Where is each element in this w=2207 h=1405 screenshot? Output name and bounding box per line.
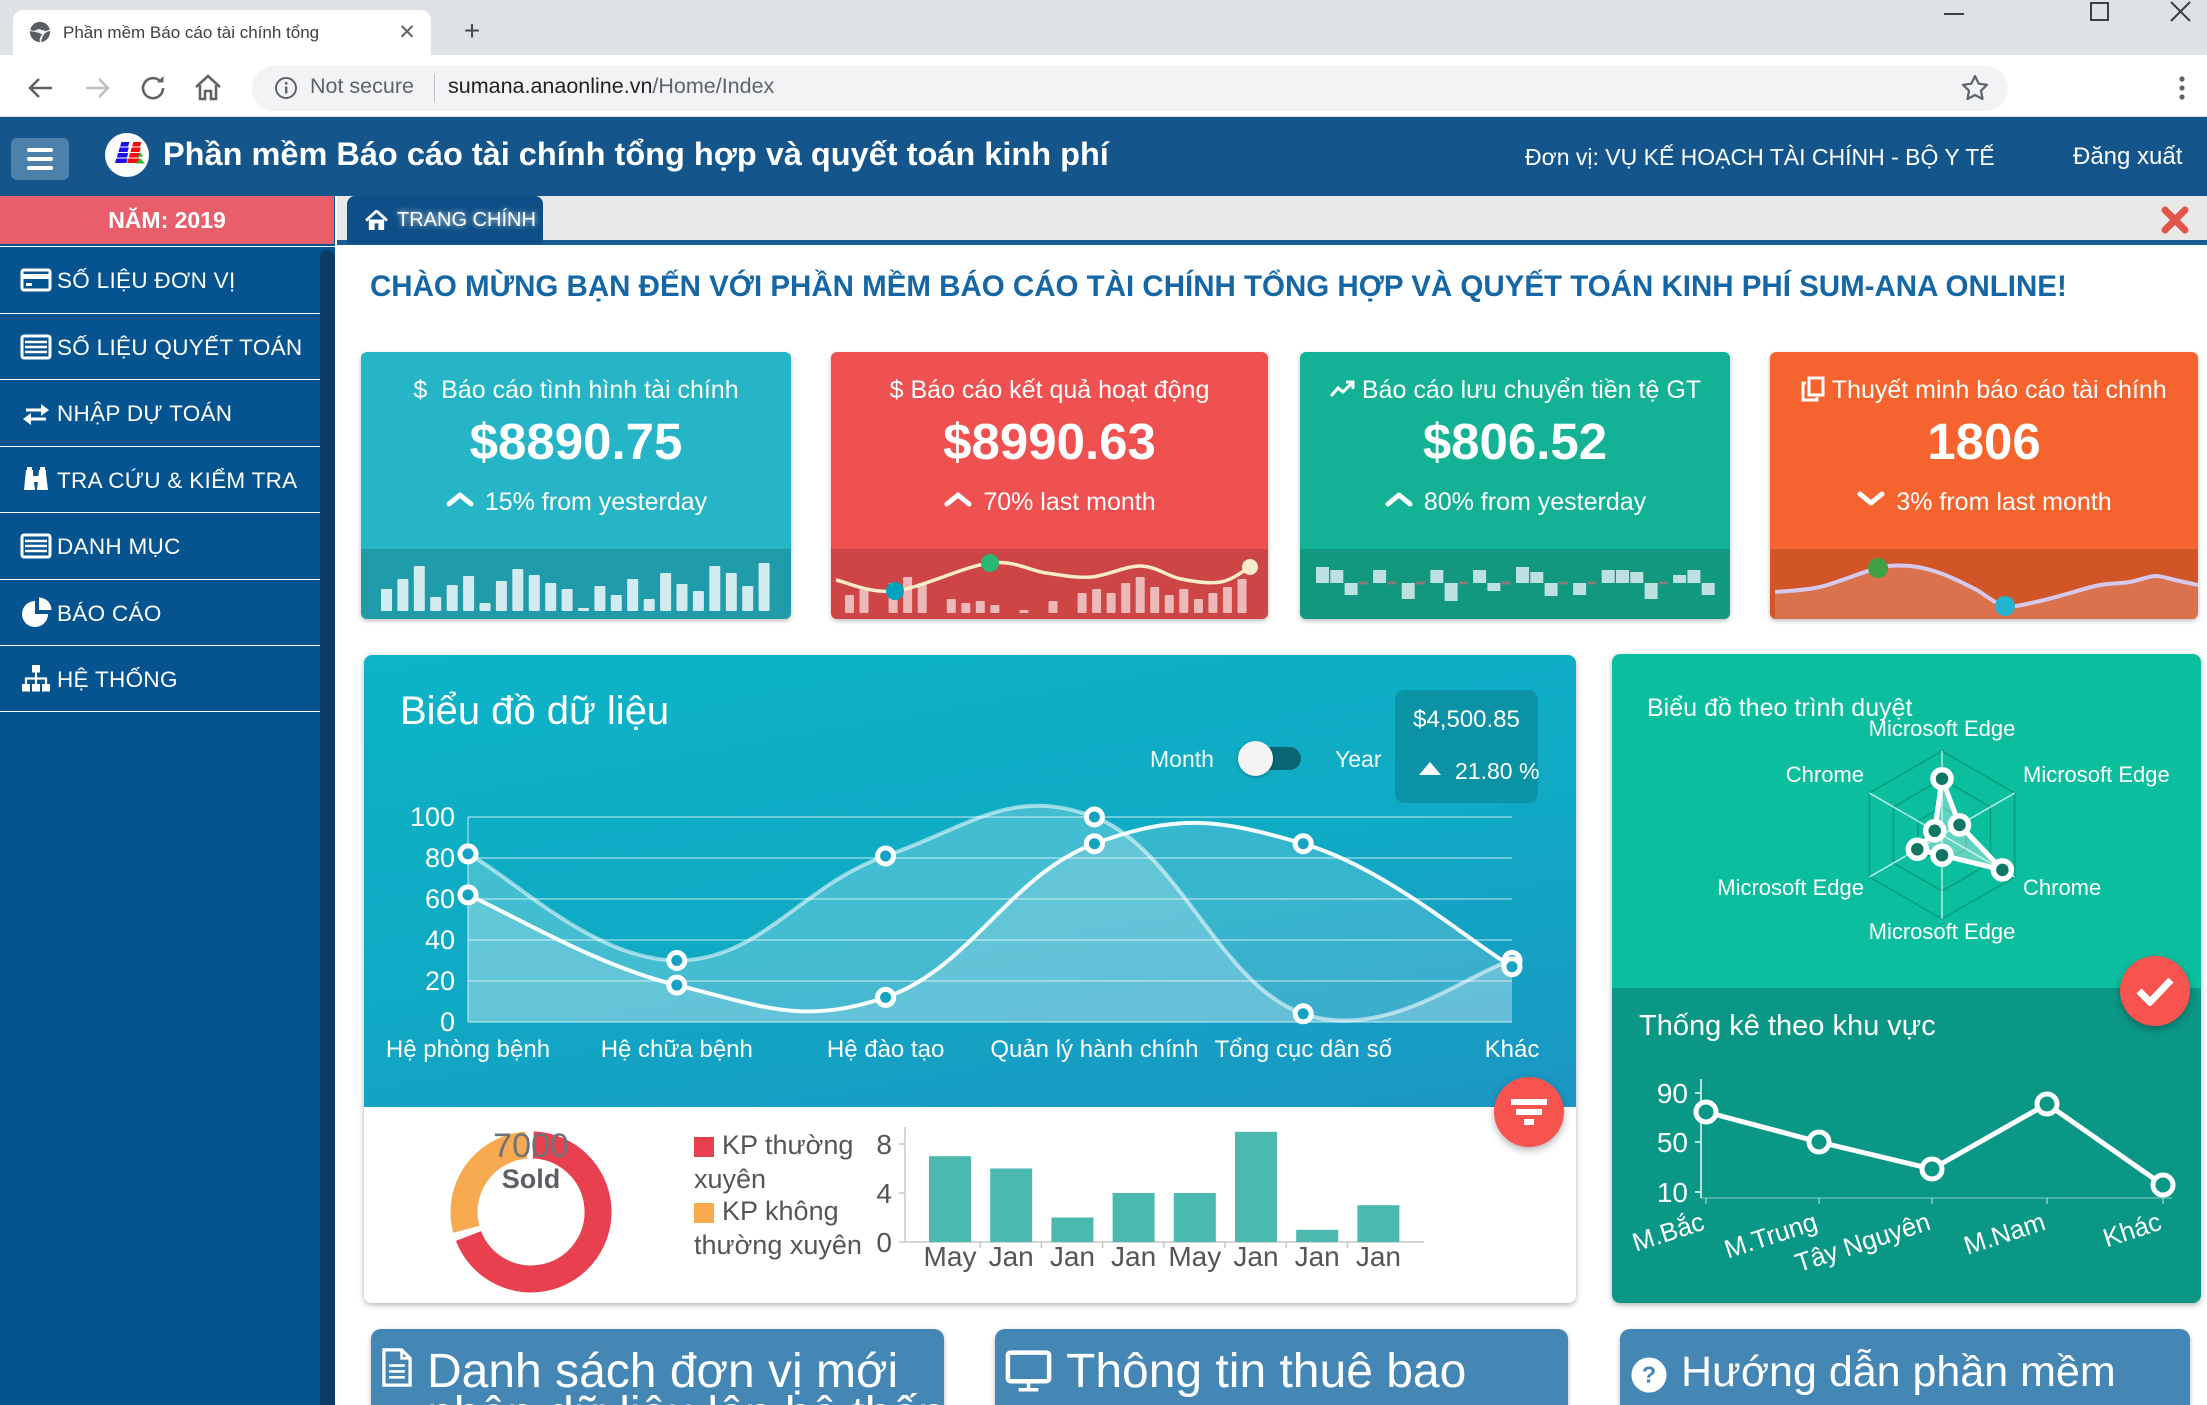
svg-text:4: 4 bbox=[876, 1178, 892, 1209]
svg-text:?: ? bbox=[1642, 1361, 1656, 1387]
svg-text:Khác: Khác bbox=[2099, 1206, 2165, 1253]
svg-text:20: 20 bbox=[425, 966, 455, 996]
svg-text:Jan: Jan bbox=[1295, 1241, 1340, 1272]
svg-text:60: 60 bbox=[425, 884, 455, 914]
svg-text:Hệ đào tạo: Hệ đào tạo bbox=[827, 1036, 944, 1063]
svg-text:Chrome: Chrome bbox=[2023, 875, 2101, 900]
svg-text:Microsoft Edge: Microsoft Edge bbox=[1869, 716, 2016, 741]
svg-text:Microsoft Edge: Microsoft Edge bbox=[1717, 875, 1864, 900]
svg-text:Jan: Jan bbox=[1233, 1241, 1278, 1272]
svg-text:90: 90 bbox=[1657, 1078, 1688, 1109]
svg-text:80: 80 bbox=[425, 843, 455, 873]
svg-text:Tổng cục dân số: Tổng cục dân số bbox=[1214, 1036, 1391, 1063]
svg-text:thường xuyên: thường xuyên bbox=[694, 1230, 862, 1260]
svg-text:Hệ phòng bệnh: Hệ phòng bệnh bbox=[386, 1036, 550, 1063]
svg-text:M.Bắc: M.Bắc bbox=[1629, 1206, 1708, 1257]
svg-text:Sold: Sold bbox=[502, 1164, 561, 1194]
svg-text:7000: 7000 bbox=[493, 1127, 569, 1165]
svg-text:KP thường: KP thường bbox=[722, 1130, 853, 1160]
svg-text:0: 0 bbox=[876, 1227, 892, 1258]
svg-text:M.Nam: M.Nam bbox=[1960, 1206, 2049, 1260]
svg-text:100: 100 bbox=[410, 802, 455, 832]
svg-text:May: May bbox=[924, 1241, 977, 1272]
svg-text:Jan: Jan bbox=[1111, 1241, 1156, 1272]
svg-text:Microsoft Edge: Microsoft Edge bbox=[2023, 762, 2170, 787]
svg-text:Quản lý hành chính: Quản lý hành chính bbox=[990, 1036, 1198, 1063]
svg-text:Khác: Khác bbox=[1485, 1036, 1540, 1063]
svg-text:May: May bbox=[1168, 1241, 1221, 1272]
svg-text:Chrome: Chrome bbox=[1786, 762, 1864, 787]
svg-text:Jan: Jan bbox=[989, 1241, 1034, 1272]
svg-text:50: 50 bbox=[1657, 1127, 1688, 1158]
svg-text:Jan: Jan bbox=[1050, 1241, 1095, 1272]
svg-text:Jan: Jan bbox=[1356, 1241, 1401, 1272]
svg-text:xuyên: xuyên bbox=[694, 1164, 766, 1194]
svg-text:KP không: KP không bbox=[722, 1196, 839, 1226]
svg-text:Microsoft Edge: Microsoft Edge bbox=[1869, 919, 2016, 944]
svg-text:40: 40 bbox=[425, 925, 455, 955]
svg-text:0: 0 bbox=[440, 1007, 455, 1037]
svg-text:10: 10 bbox=[1657, 1177, 1688, 1208]
svg-text:8: 8 bbox=[876, 1129, 892, 1160]
svg-text:Hệ chữa bệnh: Hệ chữa bệnh bbox=[601, 1036, 753, 1063]
